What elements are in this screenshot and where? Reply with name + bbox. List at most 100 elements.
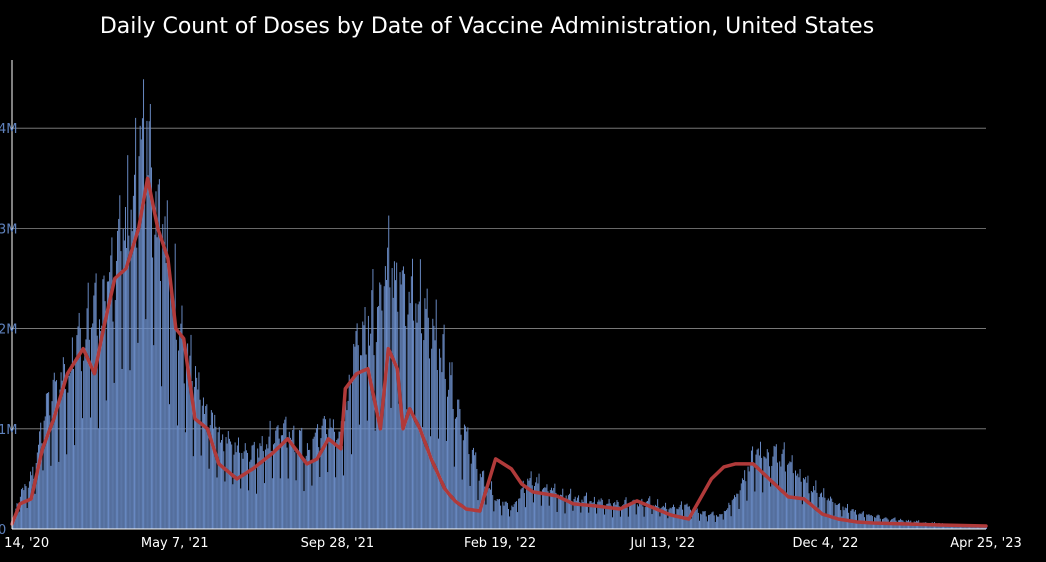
daily-dose-bar bbox=[41, 443, 43, 529]
daily-dose-bar bbox=[713, 515, 715, 529]
daily-dose-bar bbox=[637, 506, 639, 529]
daily-dose-bar bbox=[844, 507, 846, 529]
daily-dose-bar bbox=[494, 500, 496, 529]
daily-dose-bar bbox=[469, 485, 471, 529]
daily-dose-bar bbox=[143, 79, 145, 530]
daily-dose-bar bbox=[241, 453, 243, 529]
daily-dose-bar bbox=[669, 507, 671, 529]
daily-dose-bar bbox=[444, 378, 446, 529]
daily-dose-bar bbox=[312, 438, 314, 529]
daily-dose-bar bbox=[736, 493, 738, 529]
daily-dose-bar bbox=[779, 461, 781, 529]
daily-dose-bar bbox=[299, 430, 300, 529]
daily-dose-bar bbox=[124, 207, 126, 529]
daily-dose-bar bbox=[340, 421, 342, 529]
daily-dose-bar bbox=[722, 519, 724, 529]
daily-dose-bar bbox=[632, 500, 634, 529]
daily-dose-bar bbox=[338, 431, 340, 529]
daily-dose-bar bbox=[606, 503, 608, 529]
daily-dose-bar bbox=[245, 450, 247, 529]
daily-dose-bar bbox=[547, 491, 549, 529]
daily-dose-bar bbox=[192, 456, 194, 529]
daily-dose-bar bbox=[720, 514, 722, 529]
daily-dose-bar bbox=[744, 470, 746, 529]
daily-dose-bar bbox=[509, 516, 511, 529]
daily-dose-bar bbox=[695, 509, 697, 529]
daily-dose-bar bbox=[262, 451, 264, 529]
daily-dose-bar bbox=[566, 498, 568, 529]
daily-dose-bar bbox=[512, 507, 514, 529]
daily-dose-bar bbox=[360, 355, 361, 529]
daily-dose-bar bbox=[286, 447, 288, 529]
daily-dose-bar bbox=[267, 448, 269, 529]
daily-dose-bar bbox=[815, 480, 817, 529]
daily-dose-bar bbox=[387, 247, 389, 529]
daily-dose-bar bbox=[511, 505, 513, 529]
daily-dose-bar bbox=[636, 504, 638, 529]
daily-dose-bar bbox=[821, 492, 822, 529]
daily-dose-bar bbox=[502, 501, 504, 529]
daily-dose-bar bbox=[662, 505, 664, 529]
daily-dose-bar bbox=[152, 257, 154, 529]
daily-dose-bar bbox=[16, 503, 18, 529]
daily-dose-bar bbox=[520, 489, 522, 529]
daily-dose-bar bbox=[302, 459, 304, 529]
daily-dose-bar bbox=[604, 514, 606, 529]
daily-dose-bar bbox=[405, 325, 407, 529]
daily-dose-bar bbox=[47, 393, 48, 529]
daily-dose-bar bbox=[188, 373, 190, 529]
daily-dose-bar bbox=[56, 380, 58, 529]
daily-dose-bar bbox=[615, 504, 617, 529]
daily-dose-bar bbox=[83, 360, 85, 529]
y-tick-label: 4M bbox=[0, 122, 18, 137]
daily-dose-bar bbox=[448, 389, 450, 529]
daily-dose-bar bbox=[441, 372, 443, 529]
daily-dose-bar bbox=[322, 418, 324, 529]
daily-dose-bar bbox=[621, 508, 622, 529]
daily-dose-bar bbox=[661, 506, 663, 529]
daily-dose-bar bbox=[63, 364, 65, 529]
daily-dose-bar bbox=[269, 420, 271, 529]
daily-dose-bar bbox=[414, 421, 416, 529]
daily-dose-bar bbox=[165, 263, 167, 529]
daily-dose-bar bbox=[752, 446, 754, 529]
daily-dose-bar bbox=[599, 501, 601, 529]
daily-dose-bar bbox=[392, 297, 394, 529]
daily-dose-bar bbox=[499, 498, 500, 529]
daily-dose-bar bbox=[207, 430, 209, 529]
daily-dose-bar bbox=[178, 350, 180, 529]
daily-dose-bar bbox=[557, 494, 559, 529]
daily-dose-bar bbox=[313, 436, 315, 529]
daily-dose-bar bbox=[531, 485, 533, 529]
daily-dose-bar bbox=[624, 499, 626, 529]
daily-dose-bar bbox=[23, 490, 25, 529]
daily-dose-bar bbox=[266, 444, 268, 529]
x-tick-label: May 7, '21 bbox=[141, 536, 209, 551]
daily-dose-bar bbox=[523, 493, 525, 529]
daily-dose-bar bbox=[693, 511, 695, 529]
daily-dose-bar bbox=[590, 501, 592, 529]
daily-dose-bar bbox=[174, 243, 176, 529]
daily-dose-bar bbox=[357, 345, 359, 529]
daily-dose-bar bbox=[622, 505, 624, 529]
daily-dose-bar bbox=[196, 377, 198, 529]
daily-dose-bar bbox=[353, 343, 355, 529]
daily-dose-bar bbox=[880, 523, 882, 529]
daily-dose-bar bbox=[341, 445, 343, 529]
daily-dose-bar bbox=[726, 509, 728, 529]
chart-title: Daily Count of Doses by Date of Vaccine … bbox=[99, 14, 875, 39]
daily-dose-bar bbox=[153, 345, 155, 529]
daily-dose-bar bbox=[224, 481, 226, 529]
daily-dose-bar bbox=[645, 501, 647, 529]
daily-dose-bar bbox=[975, 527, 977, 529]
daily-dose-bar bbox=[172, 294, 174, 529]
daily-dose-bar bbox=[766, 449, 768, 529]
daily-dose-bar bbox=[740, 483, 742, 529]
daily-dose-bar bbox=[349, 382, 351, 529]
daily-dose-bar bbox=[140, 139, 142, 529]
daily-dose-bar bbox=[239, 452, 241, 529]
daily-dose-bar bbox=[667, 518, 669, 529]
daily-dose-bar bbox=[170, 293, 172, 529]
daily-dose-bar bbox=[300, 430, 302, 529]
daily-dose-bar bbox=[370, 333, 372, 529]
